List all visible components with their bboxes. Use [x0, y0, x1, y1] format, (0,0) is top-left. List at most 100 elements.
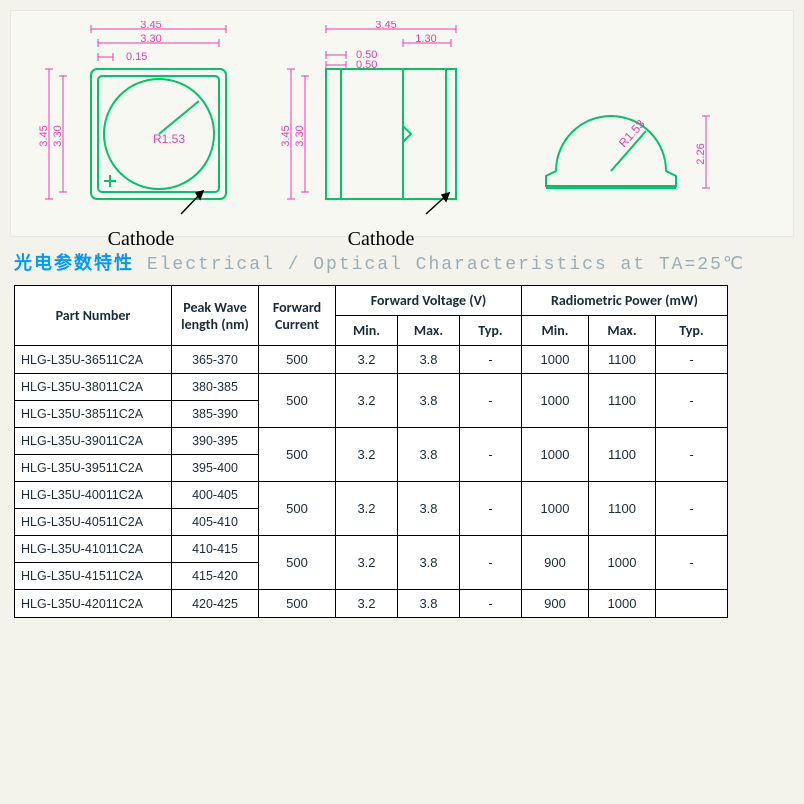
cell-rp_typ: - [656, 374, 728, 428]
cell-rp_max: 1100 [589, 346, 656, 374]
spec-table: Part Number Peak Wave length (nm) Forwar… [14, 285, 728, 618]
dim-mid-left-outer: 3.45 [281, 125, 292, 146]
th-rp-group: Radiometric Power (mW) [522, 286, 728, 316]
th-fv-min: Min. [336, 316, 398, 346]
cell-current: 500 [259, 374, 336, 428]
mechanical-diagram-area: 3.45 3.30 0.15 3.45 3.30 [10, 10, 794, 237]
th-peak-wave: Peak Wave length (nm) [172, 286, 259, 346]
table-row: HLG-L35U-41011C2A410-4155003.23.8-900100… [15, 536, 728, 563]
diagram-dome-view: R1.53 2.26 [511, 76, 731, 226]
cell-current: 500 [259, 428, 336, 482]
dim-top-inner: 3.30 [140, 33, 161, 45]
cell-rp_typ: - [656, 482, 728, 536]
th-part-number: Part Number [15, 286, 172, 346]
table-row: HLG-L35U-40011C2A400-4055003.23.8-100011… [15, 482, 728, 509]
cell-fv_min: 3.2 [336, 428, 398, 482]
cell-current: 500 [259, 346, 336, 374]
diagram-top-view: 3.45 3.30 0.15 3.45 3.30 [31, 21, 251, 251]
cell-part-number: HLG-L35U-41511C2A [15, 563, 172, 590]
cell-wavelength: 405-410 [172, 509, 259, 536]
cell-wavelength: 380-385 [172, 374, 259, 401]
cell-part-number: HLG-L35U-39011C2A [15, 428, 172, 455]
cell-fv_max: 3.8 [398, 536, 460, 590]
cell-rp_min: 1000 [522, 374, 589, 428]
table-row: HLG-L35U-38011C2A380-3855003.23.8-100011… [15, 374, 728, 401]
dim-left-outer: 3.45 [38, 125, 50, 146]
cell-fv_min: 3.2 [336, 374, 398, 428]
section-title-en: Electrical / Optical Characteristics at … [147, 255, 745, 275]
cell-rp_typ: - [656, 346, 728, 374]
cell-wavelength: 390-395 [172, 428, 259, 455]
cell-fv_max: 3.8 [398, 346, 460, 374]
dim-top-outer: 3.45 [140, 21, 161, 31]
th-rp-typ: Typ. [656, 316, 728, 346]
cell-fv_min: 3.2 [336, 482, 398, 536]
cell-rp_typ: - [656, 428, 728, 482]
cell-part-number: HLG-L35U-38011C2A [15, 374, 172, 401]
dim-left-inner: 3.30 [52, 125, 64, 146]
section-title: 光电参数特性 Electrical / Optical Characterist… [14, 249, 794, 275]
dim-mid-left-inner: 3.30 [294, 125, 306, 146]
cell-rp_max: 1000 [589, 590, 656, 618]
cell-part-number: HLG-L35U-38511C2A [15, 401, 172, 428]
cell-rp_max: 1000 [589, 536, 656, 590]
table-row: HLG-L35U-39011C2A390-3955003.23.8-100011… [15, 428, 728, 455]
cell-rp_typ: - [656, 536, 728, 590]
cell-rp_max: 1100 [589, 482, 656, 536]
th-rp-min: Min. [522, 316, 589, 346]
cell-rp_max: 1100 [589, 428, 656, 482]
cell-part-number: HLG-L35U-42011C2A [15, 590, 172, 618]
table-row: HLG-L35U-42011C2A420-4255003.23.8-900100… [15, 590, 728, 618]
cell-rp_min: 1000 [522, 482, 589, 536]
cell-fv_max: 3.8 [398, 482, 460, 536]
th-fv-group: Forward Voltage (V) [336, 286, 522, 316]
cell-fv_typ: - [460, 482, 522, 536]
cell-current: 500 [259, 590, 336, 618]
cell-wavelength: 420-425 [172, 590, 259, 618]
dim-radius-1: R1.53 [153, 132, 185, 146]
cell-fv_typ: - [460, 428, 522, 482]
cell-wavelength: 395-400 [172, 455, 259, 482]
dim-mid-top: 3.45 [375, 21, 396, 31]
cell-fv_typ: - [460, 374, 522, 428]
cathode-label-1: Cathode [31, 228, 251, 251]
cell-fv_min: 3.2 [336, 536, 398, 590]
cell-rp_max: 1100 [589, 374, 656, 428]
cell-current: 500 [259, 482, 336, 536]
cell-fv_min: 3.2 [336, 346, 398, 374]
cell-part-number: HLG-L35U-36511C2A [15, 346, 172, 374]
cell-wavelength: 365-370 [172, 346, 259, 374]
th-rp-max: Max. [589, 316, 656, 346]
table-row: HLG-L35U-36511C2A365-3705003.23.8-100011… [15, 346, 728, 374]
cell-fv_max: 3.8 [398, 590, 460, 618]
cell-wavelength: 400-405 [172, 482, 259, 509]
th-fv-max: Max. [398, 316, 460, 346]
cell-fv_typ: - [460, 346, 522, 374]
dim-mid-right: 1.30 [415, 33, 436, 45]
cell-rp_min: 1000 [522, 346, 589, 374]
cell-rp_min: 1000 [522, 428, 589, 482]
cell-wavelength: 385-390 [172, 401, 259, 428]
cell-part-number: HLG-L35U-39511C2A [15, 455, 172, 482]
th-fv-typ: Typ. [460, 316, 522, 346]
cell-wavelength: 410-415 [172, 536, 259, 563]
cell-fv_typ: - [460, 536, 522, 590]
cell-part-number: HLG-L35U-40511C2A [15, 509, 172, 536]
cell-current: 500 [259, 536, 336, 590]
cell-rp_min: 900 [522, 536, 589, 590]
dim-right-height: 2.26 [695, 143, 707, 164]
cell-part-number: HLG-L35U-41011C2A [15, 536, 172, 563]
th-forward-current: Forward Current [259, 286, 336, 346]
cell-fv_typ: - [460, 590, 522, 618]
diagram-side-view: 3.45 1.30 0.50 0.50 3.45 3.30 [281, 21, 481, 251]
cell-fv_min: 3.2 [336, 590, 398, 618]
section-title-cn: 光电参数特性 [14, 255, 134, 275]
cell-wavelength: 415-420 [172, 563, 259, 590]
cell-rp_min: 900 [522, 590, 589, 618]
cell-rp_typ [656, 590, 728, 618]
cell-fv_max: 3.8 [398, 428, 460, 482]
cell-part-number: HLG-L35U-40011C2A [15, 482, 172, 509]
dim-top-offset: 0.15 [126, 51, 147, 63]
cathode-label-2: Cathode [281, 228, 481, 251]
cell-fv_max: 3.8 [398, 374, 460, 428]
